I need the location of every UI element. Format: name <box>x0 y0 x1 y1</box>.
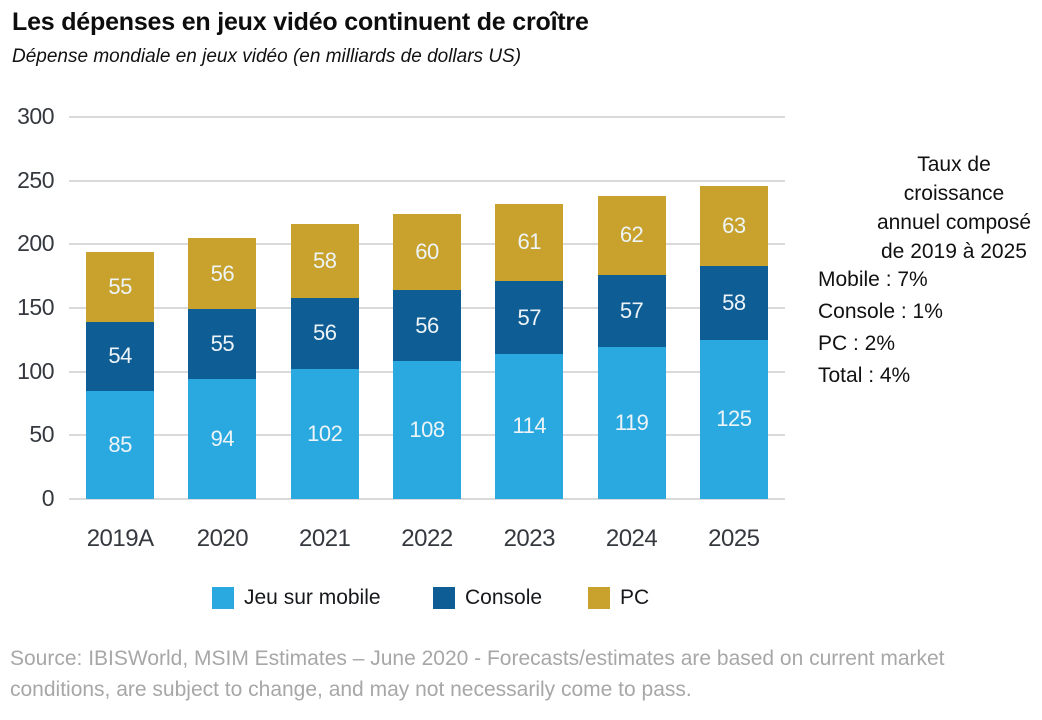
x-axis-tick-label: 2021 <box>299 525 351 552</box>
bar-value-label: 94 <box>210 426 235 452</box>
bar-segment-pc: 55 <box>86 251 155 323</box>
page-title: Les dépenses en jeux vidéo continuent de… <box>12 8 589 36</box>
chart: 85 54 55 94 55 56 102 56 58 108 56 60 114 57 61 119 57 62… <box>17 102 785 610</box>
growth-stat: Total : 4% <box>818 364 911 387</box>
growth-stat: Mobile : 7% <box>818 268 928 291</box>
legend-label-pc: PC <box>620 586 650 609</box>
y-axis-tick-label: 250 <box>17 166 54 193</box>
bar-segment-pc: 63 <box>699 185 768 266</box>
bar-segment-console: 55 <box>188 309 257 380</box>
bar-value-label: 102 <box>307 421 343 447</box>
growth-stat: Console : 1% <box>818 300 943 323</box>
bar-segment-pc: 60 <box>393 213 461 291</box>
growth-heading-line: de 2019 à 2025 <box>881 240 1027 263</box>
bar-value-label: 58 <box>722 289 746 315</box>
bar-segment-mobile: 125 <box>699 339 768 499</box>
gridline-250 <box>69 179 785 182</box>
source-note: Source: IBISWorld, MSIM Estimates – June… <box>10 643 945 705</box>
x-axis-tick-label: 2022 <box>401 525 453 552</box>
bar-value-label: 57 <box>517 304 542 330</box>
bar-segment-console: 54 <box>86 322 155 391</box>
growth-heading-line: croissance <box>903 182 1005 205</box>
bar-group-2023: 114 57 61 <box>495 203 564 499</box>
y-axis-tick-label: 200 <box>17 230 54 257</box>
bar-segment-pc: 58 <box>290 223 359 298</box>
x-axis-tick-label: 2024 <box>605 525 658 552</box>
x-axis-tick-label: 2025 <box>708 525 760 552</box>
bar-segment-console: 56 <box>393 290 461 362</box>
legend-item-pc: PC <box>588 586 649 610</box>
bar-segment-mobile: 94 <box>188 379 257 499</box>
bar-segment-pc: 61 <box>495 203 564 282</box>
growth-stats: Mobile : 7% Console : 1% PC : 2% Total : 4% <box>818 264 943 392</box>
bar-segment-mobile: 102 <box>290 369 359 499</box>
bar-group-2024: 119 57 62 <box>597 195 666 499</box>
legend-swatch-pc <box>588 587 610 609</box>
bar-value-label: 125 <box>716 406 752 432</box>
bar-value-label: 119 <box>614 410 649 436</box>
bar-value-label: 55 <box>108 274 132 299</box>
bar-segment-console: 57 <box>597 274 666 348</box>
legend-item-console: Console <box>433 586 542 610</box>
legend-label-mobile: Jeu sur mobile <box>244 586 381 609</box>
bar-value-label: 54 <box>108 343 132 369</box>
bar-segment-mobile: 114 <box>495 353 564 499</box>
y-axis-tick-label: 0 <box>41 484 55 511</box>
bar-value-label: 63 <box>722 212 746 238</box>
bar-segment-mobile: 108 <box>393 361 461 499</box>
bar-value-label: 56 <box>210 260 235 286</box>
plot-area: 85 54 55 94 55 56 102 56 58 108 56 60 114 57 61 119 57 62… <box>69 116 785 500</box>
bar-value-label: 61 <box>517 229 542 255</box>
legend-swatch-mobile <box>212 587 234 609</box>
bar-segment-console: 56 <box>290 297 359 370</box>
x-axis-tick-label: 2020 <box>196 525 249 552</box>
legend-item-mobile: Jeu sur mobile <box>212 586 381 610</box>
y-axis-tick-label: 50 <box>29 421 54 448</box>
gridline-0 <box>69 498 785 500</box>
source-line-2: conditions, are subject to change, and m… <box>10 678 692 701</box>
y-axis-tick-label: 150 <box>17 293 54 320</box>
growth-stat: PC : 2% <box>818 332 896 355</box>
bar-value-label: 56 <box>312 320 337 346</box>
growth-heading: Taux de croissance annuel composé de 2019 à… <box>858 150 1042 266</box>
bar-value-label: 85 <box>108 431 132 457</box>
growth-heading-line: annuel composé <box>876 211 1032 234</box>
legend-label-console: Console <box>465 586 543 609</box>
bar-group-2020: 94 55 56 <box>188 237 257 499</box>
bar-group-2019A: 85 54 55 <box>86 251 155 499</box>
growth-heading-line: Taux de <box>917 153 991 176</box>
bar-segment-console: 57 <box>495 281 564 354</box>
bar-value-label: 57 <box>619 298 644 324</box>
bar-value-label: 62 <box>619 222 644 248</box>
y-axis-tick-label: 300 <box>17 102 54 129</box>
y-axis-tick-label: 100 <box>17 357 54 384</box>
bar-value-label: 55 <box>210 331 235 357</box>
x-axis-tick-label: 2019A <box>86 525 154 552</box>
bar-segment-pc: 56 <box>188 237 257 310</box>
source-line-1: Source: IBISWorld, MSIM Estimates – June… <box>10 647 945 670</box>
bar-value-label: 108 <box>409 417 445 443</box>
legend-swatch-console <box>433 587 455 609</box>
bar-group-2021: 102 56 58 <box>290 223 359 499</box>
page-subtitle: Dépense mondiale en jeux vidéo (en milli… <box>12 46 522 67</box>
gridline-300 <box>69 116 785 118</box>
bar-segment-mobile: 85 <box>86 390 155 499</box>
bar-group-2025: 125 58 63 <box>699 185 768 499</box>
bar-segment-console: 58 <box>699 266 768 340</box>
x-axis-tick-label: 2023 <box>503 525 556 552</box>
bar-value-label: 58 <box>312 247 337 273</box>
bar-segment-pc: 62 <box>597 195 666 275</box>
bar-segment-mobile: 119 <box>597 347 666 499</box>
bar-value-label: 114 <box>512 413 547 439</box>
bar-value-label: 56 <box>415 312 439 338</box>
bar-group-2022: 108 56 60 <box>393 213 461 499</box>
bar-value-label: 60 <box>415 238 439 264</box>
